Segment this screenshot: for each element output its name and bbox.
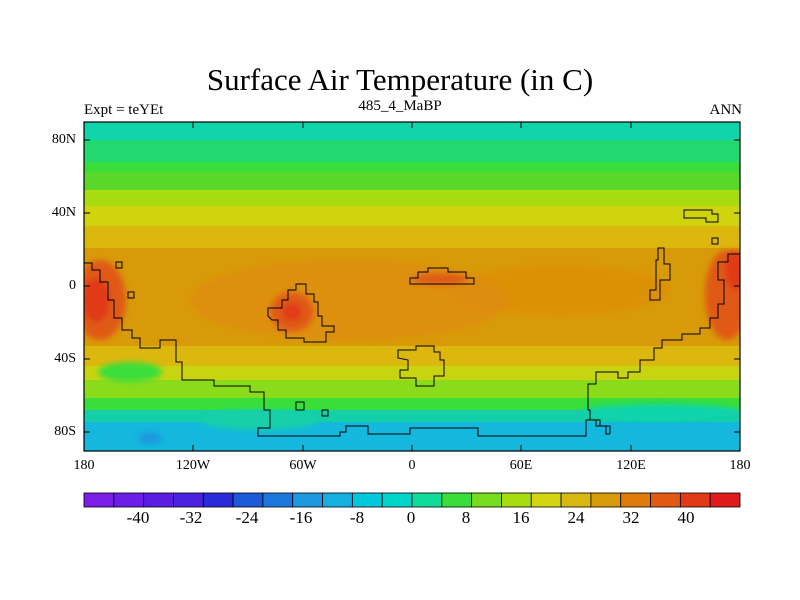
colorbar-label-16: 16 bbox=[512, 508, 530, 527]
colorbar-swatch bbox=[560, 492, 592, 508]
colorbar-swatch bbox=[232, 492, 264, 508]
colorbar-swatch bbox=[620, 492, 651, 508]
colorbar-swatch bbox=[262, 492, 294, 508]
colorbar-swatch bbox=[202, 492, 234, 508]
colorbar-swatch bbox=[411, 492, 443, 508]
lat-label-80n: 80N bbox=[51, 132, 76, 147]
lat-label-80s: 80S bbox=[54, 424, 76, 439]
season-label: ANN bbox=[709, 102, 743, 118]
colorbar-label-neg8: -8 bbox=[349, 508, 365, 527]
colorbar-swatch bbox=[501, 492, 532, 508]
colorbar-swatch bbox=[441, 492, 473, 508]
colorbar-swatch bbox=[173, 492, 204, 508]
colorbar-swatch bbox=[709, 492, 741, 508]
map-title: Surface Air Temperature (in C) bbox=[206, 62, 594, 97]
lon-label-180w: 180 bbox=[73, 458, 95, 473]
colorbar-label-neg24: -24 bbox=[235, 508, 259, 527]
experiment-label: Expt = teYEt bbox=[84, 102, 164, 118]
colorbar-swatch bbox=[590, 492, 622, 508]
colorbar-label-40: 40 bbox=[677, 508, 695, 527]
colorbar-label-8: 8 bbox=[461, 508, 471, 527]
axis-ticks bbox=[84, 122, 740, 451]
colorbar-swatch bbox=[83, 492, 115, 508]
lon-label-0: 0 bbox=[408, 458, 416, 473]
lon-label-180e: 180 bbox=[729, 458, 751, 473]
colorbar-label-24: 24 bbox=[567, 508, 585, 527]
colorbar-swatch bbox=[381, 492, 413, 508]
colorbar-swatch bbox=[530, 492, 562, 508]
colorbar-swatch bbox=[322, 492, 353, 508]
lon-label-120w: 120W bbox=[175, 458, 211, 473]
lon-label-60w: 60W bbox=[289, 458, 317, 473]
colorbar-label-32: 32 bbox=[622, 508, 640, 527]
run-label: 485_4_MaBP bbox=[358, 98, 442, 114]
lat-label-0: 0 bbox=[69, 278, 76, 293]
colorbar-swatch bbox=[292, 492, 323, 508]
lat-label-40n: 40N bbox=[51, 205, 76, 220]
lon-label-60e: 60E bbox=[509, 458, 533, 473]
colorbar-label-0: 0 bbox=[406, 508, 416, 527]
lon-label-120e: 120E bbox=[616, 458, 646, 473]
colorbar bbox=[83, 492, 741, 508]
colorbar-swatch bbox=[351, 492, 383, 508]
temperature-field bbox=[84, 122, 740, 451]
colorbar-swatch bbox=[650, 492, 681, 508]
colorbar-swatch bbox=[679, 492, 711, 508]
coastline-outlines bbox=[84, 209, 740, 437]
colorbar-swatch bbox=[471, 492, 502, 508]
colorbar-swatch bbox=[113, 492, 145, 508]
colorbar-label-neg32: -32 bbox=[179, 508, 203, 527]
colorbar-label-neg16: -16 bbox=[289, 508, 313, 527]
colorbar-swatch bbox=[143, 492, 174, 508]
colorbar-label-neg40: -40 bbox=[126, 508, 150, 527]
lat-label-40s: 40S bbox=[54, 351, 76, 366]
